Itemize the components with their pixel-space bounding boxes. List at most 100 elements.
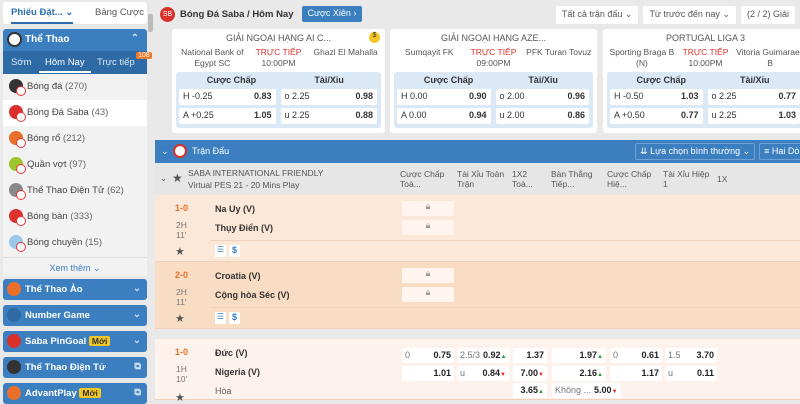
sidebar-item[interactable]: Bóng đá (270) (3, 74, 147, 100)
tab-early[interactable]: Sớm (11, 57, 31, 68)
show-more-button[interactable]: Xem thêm ⌄ (3, 257, 147, 276)
tab-bet-table[interactable]: Bảng Cược (95, 7, 144, 18)
sidebar-section[interactable]: Saba PinGoal Mới ⌄ (3, 331, 147, 352)
draw-label: Hòa (215, 386, 232, 396)
odds-up-icon: ▲ (597, 372, 603, 378)
stats-icon[interactable]: ☰ (215, 245, 226, 257)
chevron-down-icon[interactable]: ⌄ (161, 146, 169, 157)
chevron-down-icon: ⌄ (743, 146, 751, 156)
sidebar-item[interactable]: Bóng rổ (212) (3, 126, 147, 152)
section-icon (7, 386, 21, 400)
sidebar-item[interactable]: Bóng chuyền (15) (3, 230, 147, 256)
away-team: Ghazl El Mahalla (308, 47, 383, 58)
match-score: 2-0 (175, 270, 188, 280)
parlay-button[interactable]: Cược Xiên › (302, 6, 363, 22)
column-header[interactable]: Cược Chấp Toà... (400, 165, 454, 193)
chevron-down-icon[interactable]: ⌄ (133, 335, 141, 346)
sidebar-item[interactable]: Bóng bàn (333) (3, 204, 147, 230)
sports-header[interactable]: Thể Thao ⌃ (3, 29, 147, 51)
featured-match-card[interactable]: GIẢI NGOẠI HẠNG AI C... $ National Bank … (172, 29, 385, 133)
sidebar-item[interactable]: Bóng Đá Saba (43) (3, 100, 147, 126)
stats-icon[interactable]: ☰ (215, 312, 226, 324)
odds-cell[interactable]: Không ...5.00▼ (552, 383, 621, 398)
cash-out-icon[interactable]: $ (229, 245, 240, 257)
star-icon[interactable]: ★ (175, 391, 185, 404)
match-score: 1-0 (175, 347, 188, 357)
cash-out-icon[interactable]: $ (229, 312, 240, 324)
featured-match-card[interactable]: PORTUGAL LIGA 3 Sporting Braga B (N) TRỰ… (603, 29, 800, 133)
column-header[interactable]: Tài Xỉu Toàn Trận (457, 165, 509, 193)
view-mode-dropdown[interactable]: ≡ Hai Dòng (759, 143, 800, 160)
sidebar-section[interactable]: Thể Thao Điện Tử ⧉ (3, 357, 147, 378)
sport-list: Xem thêm ⌄ Bóng đá (270) Bóng Đá Saba (4… (3, 74, 147, 276)
new-badge: Mới (79, 388, 101, 398)
sidebar-resize-handle[interactable] (148, 14, 153, 32)
sidebar-section[interactable]: AdvantPlay Mới ⧉ (3, 383, 147, 404)
star-icon[interactable]: ★ (172, 171, 183, 185)
column-header[interactable]: Tài Xỉu Hiệp 1 (663, 165, 714, 193)
column-header[interactable]: 1X2 Toà... (512, 165, 548, 193)
chevron-down-icon[interactable]: ⌄ (133, 283, 141, 294)
home-team: Croatia (V) (215, 271, 261, 281)
new-badge: Mới (89, 336, 111, 346)
star-icon[interactable]: ★ (175, 245, 185, 258)
column-header[interactable]: Cược Chấp Hiệ... (607, 165, 660, 193)
chevron-down-icon: ⌄ (93, 263, 101, 273)
sport-icon (9, 157, 23, 171)
league-filter-button[interactable]: (2 / 2) Giải (741, 6, 795, 24)
tab-bet-slip[interactable]: Phiếu Đặt... ⌄ (11, 7, 73, 18)
star-icon[interactable]: ★ (175, 312, 185, 325)
sport-icon (9, 79, 23, 93)
chevron-down-icon: ⌄ (625, 9, 633, 19)
home-team: Sporting Braga B (N) (605, 47, 679, 69)
odds-cell[interactable]: 1.01 (402, 366, 454, 381)
match-filter-dropdown[interactable]: Tất cả trận đấu ⌄ (556, 6, 639, 24)
tab-live[interactable]: Trực tiếp (97, 57, 135, 68)
chevron-down-icon[interactable]: ⌄ (160, 173, 167, 184)
chevron-up-icon[interactable]: ⌃ (131, 33, 139, 44)
column-header[interactable]: 1X (717, 165, 797, 193)
odds-down-icon: ▼ (500, 372, 506, 378)
sidebar-section[interactable]: Thể Thao Ảo ⌄ (3, 279, 147, 300)
chevron-down-icon[interactable]: ⌄ (133, 309, 141, 320)
featured-match-card[interactable]: GIẢI NGOẠI HẠNG AZE... Sumqayit FK TRỰC … (390, 29, 597, 133)
chevron-down-icon: ⌄ (65, 7, 73, 18)
sidebar-item[interactable]: Thể Thao Điện Tử (62) (3, 178, 147, 204)
live-count-badge: 108 (136, 52, 152, 59)
odds-cell[interactable]: 1.17 (610, 366, 662, 381)
odds-up-icon: ▲ (538, 389, 544, 395)
column-header[interactable]: Bàn Thắng Tiếp... (551, 165, 604, 193)
sidebar-item[interactable]: Quần vợt (97) (3, 152, 147, 178)
external-link-icon[interactable]: ⧉ (134, 361, 141, 372)
sort-dropdown[interactable]: ⇊ Lựa chọn bình thường ⌄ (635, 143, 755, 160)
odds-down-icon: ▼ (612, 389, 618, 395)
odds-cell[interactable]: 2.16▲ (552, 366, 606, 381)
tab-today[interactable]: Hôm Nay (45, 57, 85, 68)
time-filter-dropdown[interactable]: Từ trước đến nay ⌄ (643, 6, 736, 24)
odds-cell[interactable]: 1.97▲ (552, 348, 606, 363)
external-link-icon[interactable]: ⧉ (134, 387, 141, 398)
sidebar-section[interactable]: Number Game ⌄ (3, 305, 147, 326)
odds-cell[interactable]: 7.00▼ (513, 366, 547, 381)
odds-cell[interactable]: 1.37 (513, 348, 547, 363)
odds-cell[interactable]: 3.65▲ (513, 383, 547, 398)
